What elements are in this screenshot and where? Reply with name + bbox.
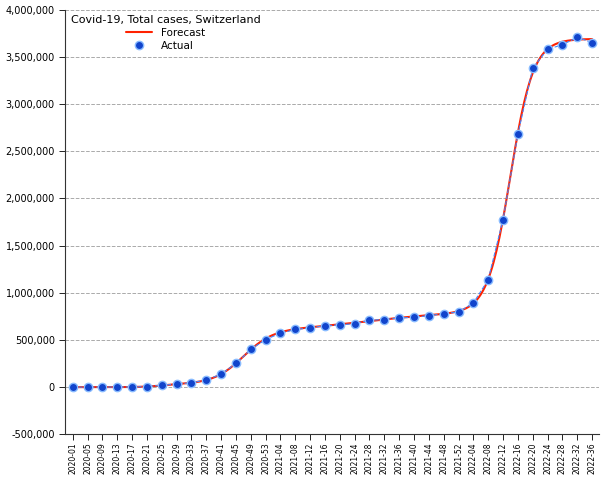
Forecast	[560, 39, 567, 45]
Actual	[396, 315, 403, 321]
Actual	[410, 314, 417, 320]
Actual	[485, 277, 492, 283]
Actual	[262, 336, 269, 342]
Actual	[84, 384, 91, 390]
Actual	[128, 384, 136, 390]
Actual	[188, 380, 195, 385]
Actual	[99, 384, 106, 390]
Actual	[351, 321, 358, 326]
Line: Forecast: Forecast	[73, 39, 592, 387]
Actual	[366, 317, 373, 323]
Actual	[381, 317, 388, 323]
Actual	[514, 132, 522, 137]
Actual	[529, 65, 536, 71]
Line: Actual: Actual	[68, 33, 596, 391]
Actual	[469, 300, 477, 306]
Actual	[499, 216, 506, 222]
Actual	[232, 360, 240, 366]
Actual	[277, 330, 284, 336]
Forecast	[250, 344, 257, 350]
Actual	[574, 35, 581, 40]
Forecast	[224, 367, 231, 373]
Actual	[173, 381, 180, 387]
Actual	[143, 384, 151, 389]
Actual	[321, 323, 329, 329]
Actual	[544, 47, 551, 52]
Forecast	[296, 325, 304, 331]
Forecast	[69, 384, 76, 390]
Forecast	[589, 36, 596, 42]
Forecast	[132, 384, 140, 390]
Actual	[589, 40, 596, 46]
Actual	[440, 311, 447, 317]
Actual	[203, 377, 210, 383]
Legend: Forecast, Actual: Forecast, Actual	[71, 15, 260, 51]
Actual	[114, 384, 121, 390]
Actual	[217, 371, 224, 377]
Actual	[336, 322, 344, 328]
Actual	[307, 325, 314, 331]
Actual	[559, 42, 566, 48]
Actual	[158, 383, 165, 388]
Actual	[247, 347, 255, 352]
Forecast	[241, 352, 249, 358]
Actual	[455, 309, 462, 315]
Actual	[69, 384, 76, 390]
Actual	[425, 312, 433, 318]
Actual	[292, 326, 299, 332]
